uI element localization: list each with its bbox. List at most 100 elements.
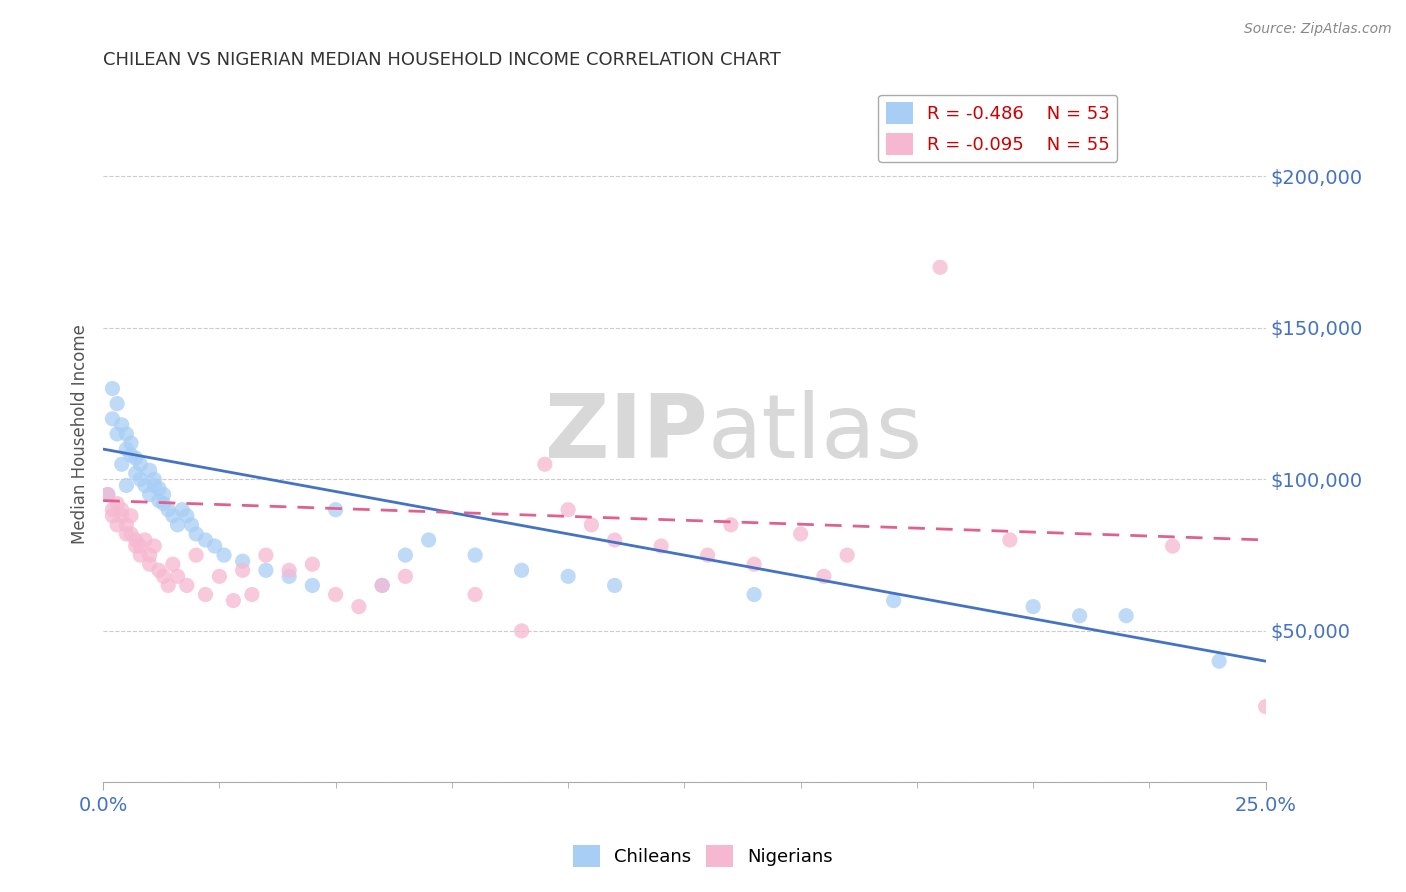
Point xyxy=(115,527,138,541)
Text: ZIP: ZIP xyxy=(546,391,707,477)
Text: CHILEAN VS NIGERIAN MEDIAN HOUSEHOLD INCOME CORRELATION CHART: CHILEAN VS NIGERIAN MEDIAN HOUSEHOLD INC… xyxy=(103,51,780,69)
Point xyxy=(120,527,142,541)
Point xyxy=(97,487,120,501)
Point xyxy=(789,527,811,541)
Point xyxy=(603,578,626,592)
Point xyxy=(929,260,952,275)
Point xyxy=(720,517,742,532)
Legend: R = -0.486    N = 53, R = -0.095    N = 55: R = -0.486 N = 53, R = -0.095 N = 55 xyxy=(879,95,1118,162)
Point xyxy=(125,467,148,481)
Point xyxy=(184,527,207,541)
Point xyxy=(1022,599,1045,614)
Point xyxy=(111,417,134,432)
Point xyxy=(557,569,579,583)
Point xyxy=(325,588,347,602)
Point xyxy=(148,563,170,577)
Point xyxy=(464,548,486,562)
Point xyxy=(212,548,235,562)
Point xyxy=(371,578,394,592)
Point xyxy=(125,539,148,553)
Point xyxy=(194,588,217,602)
Point xyxy=(347,599,370,614)
Point xyxy=(176,578,198,592)
Point xyxy=(1115,608,1137,623)
Point xyxy=(464,588,486,602)
Point xyxy=(208,569,231,583)
Point xyxy=(143,472,166,486)
Point xyxy=(120,448,142,462)
Point xyxy=(148,482,170,496)
Point xyxy=(1161,539,1184,553)
Text: atlas: atlas xyxy=(707,391,922,477)
Point xyxy=(232,563,254,577)
Point xyxy=(166,517,188,532)
Point xyxy=(557,502,579,516)
Point xyxy=(111,508,134,523)
Point xyxy=(134,478,156,492)
Point xyxy=(134,533,156,547)
Point xyxy=(143,539,166,553)
Legend: Chileans, Nigerians: Chileans, Nigerians xyxy=(565,838,841,874)
Text: Source: ZipAtlas.com: Source: ZipAtlas.com xyxy=(1244,22,1392,37)
Point xyxy=(650,539,672,553)
Point xyxy=(129,457,152,471)
Point xyxy=(162,558,184,572)
Point xyxy=(120,508,142,523)
Point xyxy=(105,397,128,411)
Point xyxy=(148,493,170,508)
Point xyxy=(394,569,416,583)
Point xyxy=(157,578,180,592)
Point xyxy=(157,502,180,516)
Point xyxy=(254,548,277,562)
Point xyxy=(1069,608,1091,623)
Point xyxy=(240,588,263,602)
Point xyxy=(325,502,347,516)
Point xyxy=(696,548,718,562)
Point xyxy=(129,548,152,562)
Point xyxy=(1208,654,1230,668)
Point xyxy=(742,588,765,602)
Point xyxy=(581,517,603,532)
Point xyxy=(222,593,245,607)
Point xyxy=(162,508,184,523)
Point xyxy=(152,487,174,501)
Point xyxy=(742,558,765,572)
Point xyxy=(101,382,124,396)
Point xyxy=(111,502,134,516)
Point xyxy=(129,539,152,553)
Point xyxy=(152,569,174,583)
Point xyxy=(101,411,124,425)
Point xyxy=(97,487,120,501)
Point xyxy=(138,487,160,501)
Point xyxy=(125,451,148,466)
Point xyxy=(301,558,323,572)
Point xyxy=(184,548,207,562)
Point xyxy=(394,548,416,562)
Point xyxy=(418,533,440,547)
Point xyxy=(105,497,128,511)
Point xyxy=(510,563,533,577)
Point xyxy=(125,533,148,547)
Point xyxy=(138,463,160,477)
Point xyxy=(138,558,160,572)
Point xyxy=(194,533,217,547)
Point xyxy=(105,517,128,532)
Point xyxy=(534,457,557,471)
Point xyxy=(152,497,174,511)
Point xyxy=(278,563,301,577)
Point xyxy=(998,533,1021,547)
Point xyxy=(603,533,626,547)
Point xyxy=(278,569,301,583)
Point xyxy=(115,442,138,456)
Point xyxy=(232,554,254,568)
Point xyxy=(371,578,394,592)
Point xyxy=(301,578,323,592)
Point xyxy=(813,569,835,583)
Point xyxy=(115,426,138,441)
Point xyxy=(138,548,160,562)
Point xyxy=(837,548,859,562)
Point xyxy=(115,478,138,492)
Point xyxy=(129,472,152,486)
Point xyxy=(172,502,194,516)
Point xyxy=(883,593,905,607)
